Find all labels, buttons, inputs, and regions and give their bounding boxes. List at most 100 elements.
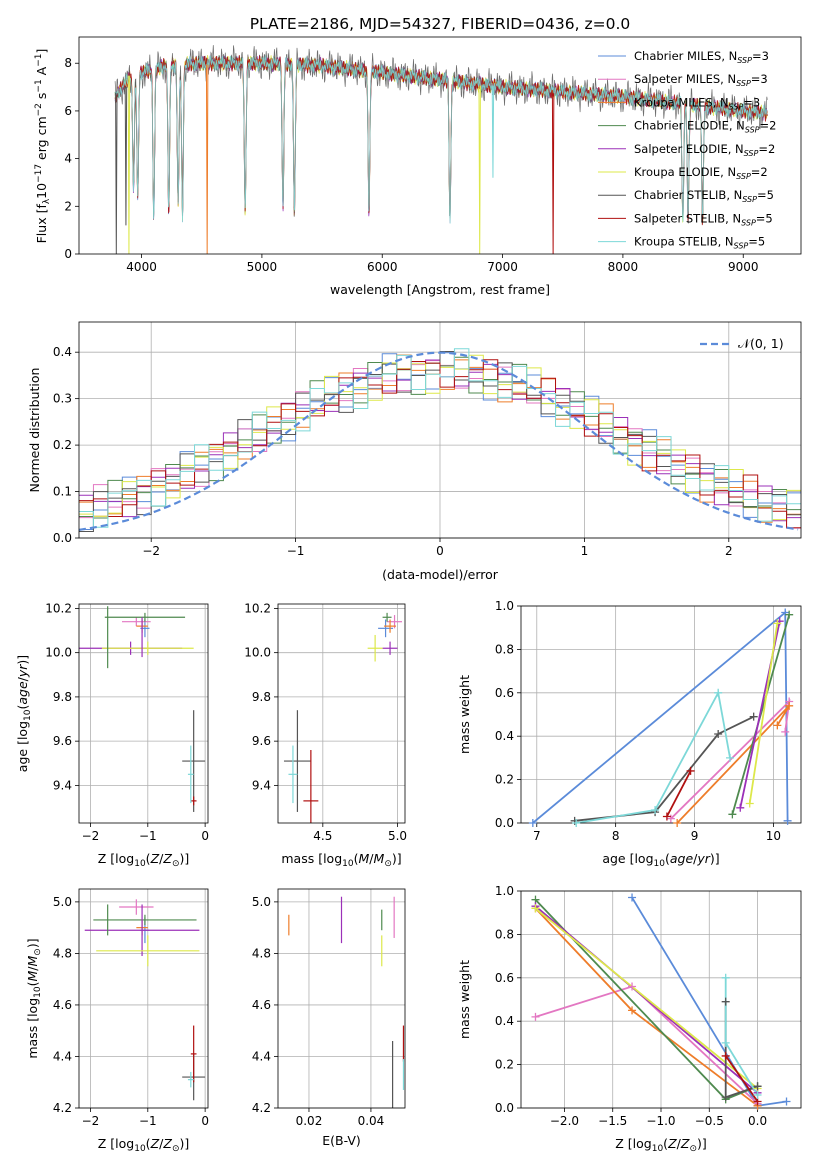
label-part: 10 [342, 859, 354, 869]
label-part: ⊙ [384, 859, 392, 869]
plot-area [532, 610, 791, 823]
tick-label-x: 7 [533, 829, 541, 843]
tick-label-y: 8 [64, 56, 72, 70]
label-part: )] [25, 938, 40, 948]
tick-label-y: 0.4 [495, 1014, 514, 1028]
y-axis-label: Flux [fλ​10−17​ erg cm−2​ s−1​ A−1​] [34, 49, 52, 244]
x-axis-label: Z [log10​(Z/Z⊙​)] [98, 851, 190, 869]
weight-marker [721, 997, 730, 1006]
tick-label-y: 10.0 [244, 646, 271, 660]
tick-label-x: 5000 [247, 260, 278, 274]
weight-marker [531, 1012, 540, 1021]
label-part: ( [146, 851, 151, 866]
tick-label-y: 0.2 [53, 438, 72, 452]
label-part: )] [15, 655, 30, 665]
grid [278, 604, 405, 823]
legend-label: 𝒩(0, 1) [738, 336, 784, 351]
tick-label-y: 4.8 [53, 946, 72, 960]
tick-label-x: 7000 [487, 260, 518, 274]
axes-massweight_vs_Z: −2.0 −1.5 −1.0 −0.5 0.0 0.0 0.2 0.4 0.6 0.8 1.0 Z [… [457, 884, 802, 1154]
label-part: yr [696, 851, 710, 866]
figure-title: PLATE=2186, MJD=54327, FIBERID=0436, z=0… [250, 15, 631, 33]
weight-marker [714, 730, 723, 739]
tick-label-x: 0 [201, 829, 209, 843]
label-part: ⊙ [172, 859, 180, 869]
legend-subscript: SSP [736, 172, 751, 181]
tick-label-x: −1 [139, 829, 157, 843]
hist-series [79, 348, 801, 528]
panels: 4000 5000 6000 7000 8000 900002468wavelength … [15, 36, 802, 1154]
legend-label: Kroupa ELODIE, NSSP=2 [634, 165, 768, 181]
weight-marker [686, 766, 695, 775]
legend-tail: =5 [757, 188, 774, 202]
label-part: −1 [34, 79, 44, 92]
tick-label-y: 10.2 [244, 601, 271, 615]
tick-label-x: 0.04 [358, 1114, 385, 1128]
label-part: age [670, 851, 694, 866]
weight-marker [628, 1006, 637, 1015]
weight-series [666, 770, 692, 817]
spectrum-series-salpeter-stelib [114, 55, 768, 226]
tick-label-x: 8 [612, 829, 620, 843]
spectrum-absorption-spike [478, 85, 481, 254]
weight-marker [773, 619, 782, 628]
legend-tail: =5 [756, 211, 773, 225]
label-part: ] [34, 49, 49, 54]
label-part: / [159, 851, 164, 866]
legend-label: Chabrier STELIB, NSSP=5 [634, 188, 774, 204]
label-part: mass [log [281, 851, 342, 866]
tick-label-y: 4.6 [53, 998, 72, 1012]
grid [79, 889, 208, 1109]
legend-label: Salpeter ELODIE, NSSP=2 [634, 142, 775, 158]
weight-marker [628, 893, 637, 902]
label-part: ⊙ [172, 1144, 180, 1154]
weight-marker [785, 701, 794, 710]
label-part: Z [log [98, 851, 134, 866]
legend-subscript: SSP [744, 149, 759, 158]
label-part: Z [162, 1136, 172, 1151]
plot-area [79, 606, 206, 812]
tick-label-x: 4000 [126, 260, 157, 274]
weight-series [535, 985, 759, 1105]
plot-area [79, 348, 801, 533]
label-part: 10 [23, 709, 33, 721]
label-part: Z [680, 1136, 690, 1151]
tick-label-y: 0.6 [495, 686, 514, 700]
weight-marker [721, 1093, 730, 1102]
weight-marker [572, 819, 581, 827]
weight-marker [651, 805, 660, 814]
label-part: λ [42, 198, 52, 204]
label-part: age [log [15, 721, 30, 772]
tick-label-x: 4.5 [313, 829, 332, 843]
weight-series [576, 690, 731, 823]
label-part: ( [665, 851, 670, 866]
label-part: ( [146, 1136, 151, 1151]
label-part: ( [354, 851, 359, 866]
weight-marker [673, 819, 682, 827]
tick-label-y: 2 [64, 199, 72, 213]
tick-label-y: 0.0 [495, 816, 514, 830]
axes-frame [277, 888, 406, 1109]
label-part: / [369, 851, 374, 866]
spectrum-series-kroupa-stelib [114, 55, 768, 224]
tick-label-x: 0.02 [296, 1114, 323, 1128]
spectrum-absorption-spike [551, 93, 555, 254]
weight-marker [628, 982, 637, 991]
tick-label-y: 10.0 [45, 646, 72, 660]
label-part: ⊙ [689, 1144, 697, 1154]
grid [521, 605, 801, 824]
label-part: −2 [34, 103, 44, 116]
legend-text: Salpeter MILES, N [634, 72, 736, 86]
tick-label-y: 9.4 [53, 778, 72, 792]
label-part: )] [179, 851, 189, 866]
tick-label-x: −2.0 [550, 1114, 579, 1128]
label-part: erg cm [34, 116, 49, 164]
label-part: / [15, 676, 30, 681]
tick-label-y: 0.0 [53, 531, 72, 545]
legend-text: Chabrier ELODIE, N [634, 119, 745, 133]
legend-label: Chabrier ELODIE, NSSP=2 [634, 119, 776, 135]
tick-label-y: 0.4 [53, 345, 72, 359]
weight-marker [745, 799, 754, 808]
label-part: Z [150, 851, 160, 866]
